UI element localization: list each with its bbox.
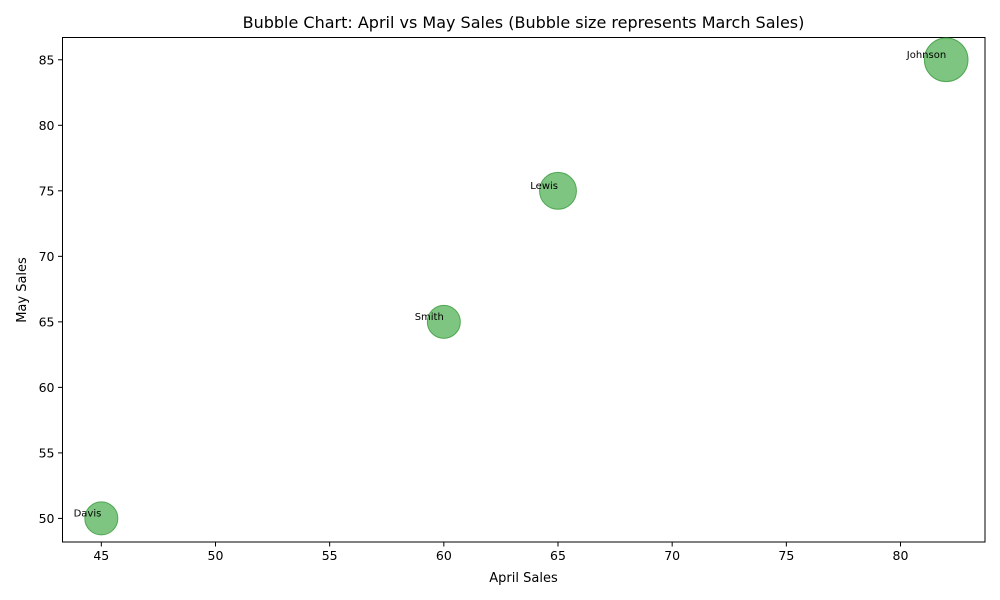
bubble	[426, 304, 461, 339]
bubble-label: Lewis	[530, 181, 558, 192]
x-tick-label: 50	[208, 548, 224, 563]
x-axis-label: April Sales	[489, 571, 558, 586]
bubble-label: Johnson	[906, 50, 946, 61]
bubble-label: Smith	[415, 312, 444, 323]
bubble	[539, 171, 577, 210]
chart-title: Bubble Chart: April vs May Sales (Bubble…	[243, 13, 805, 32]
y-tick-label: 85	[39, 52, 55, 67]
x-tick-label: 45	[93, 548, 109, 563]
x-tick-label: 60	[436, 548, 452, 563]
y-tick-label: 60	[39, 380, 55, 395]
bubble-label: Davis	[74, 508, 102, 519]
x-tick-label: 70	[664, 548, 680, 563]
y-tick-label: 70	[39, 249, 55, 264]
bubble-labels: Davis Smith Lewis Johnson	[74, 50, 947, 520]
plot-frame	[62, 37, 986, 543]
bubble	[84, 501, 119, 536]
y-tick-label: 80	[39, 118, 55, 133]
x-tick-label: 75	[778, 548, 794, 563]
x-tick-label: 80	[893, 548, 909, 563]
y-tick-label: 75	[39, 183, 55, 198]
y-axis-label: May Sales	[15, 257, 30, 323]
bubble	[923, 37, 969, 83]
x-axis-ticks: 45 50 55 60 65 70 75 80	[93, 542, 909, 563]
x-tick-label: 55	[322, 548, 338, 563]
y-tick-label: 65	[39, 314, 55, 329]
y-tick-label: 50	[39, 511, 55, 526]
plot-area: 45 50 55 60 65 70 75 80 50 55 60 65 70 75 80 85 Davis S…	[39, 37, 986, 563]
y-axis-ticks: 50 55 60 65 70 75 80 85	[39, 52, 63, 526]
y-tick-label: 55	[39, 445, 55, 460]
x-tick-label: 65	[550, 548, 566, 563]
bubbles	[84, 37, 969, 536]
